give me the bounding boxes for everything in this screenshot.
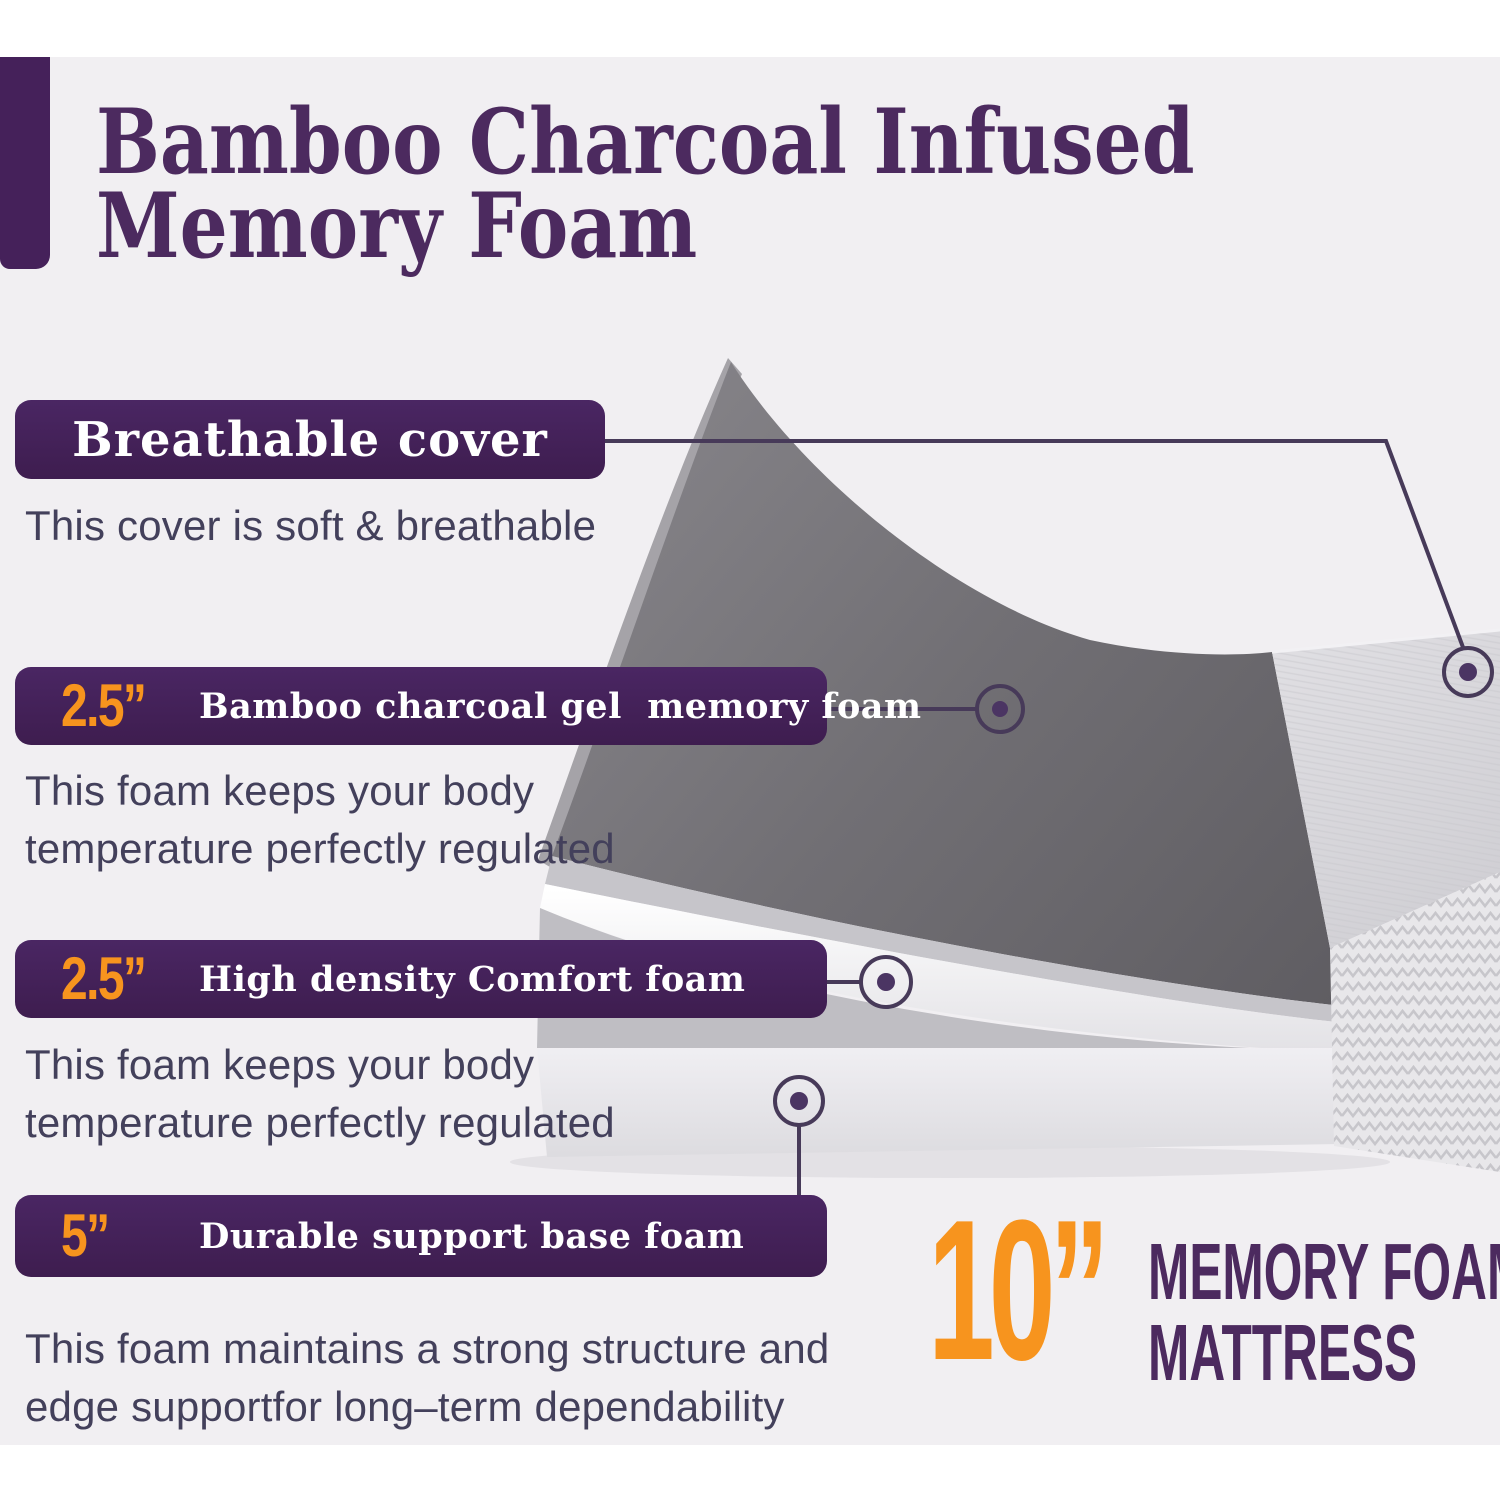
callout-label-base-foam: Durable support base foam xyxy=(199,1215,745,1257)
mattress-cover-front-texture xyxy=(1330,872,1500,1172)
mattress-cover-top-texture xyxy=(1272,630,1500,948)
callout-label-breathable-cover: Breathable cover xyxy=(72,411,548,468)
callout-box-memory-foam: 2.5” Bamboo charcoal gel memory foam xyxy=(15,667,921,745)
comfort-foam-layer xyxy=(540,884,1336,1052)
callout-marker-comfort-foam-icon xyxy=(859,955,913,1009)
callout-marker-memory-foam-icon xyxy=(975,684,1025,734)
page-title-line2: Memory Foam xyxy=(96,173,698,279)
callout-dot-memory-foam xyxy=(992,701,1008,717)
page-title: Bamboo Charcoal Infused Memory Foam xyxy=(96,89,1404,279)
product-size-badge: 10” MEMORY FOAM MATTRESS xyxy=(928,1179,1500,1402)
callout-label-memory-foam: Bamboo charcoal gel memory foam xyxy=(199,685,922,727)
badge-text-line1: MEMORY FOAM xyxy=(1148,1227,1500,1316)
callout-dot-base-foam xyxy=(790,1092,808,1110)
callout-marker-base-foam-icon xyxy=(773,1075,825,1127)
callout-box-comfort-foam: 2.5” High density Comfort foam xyxy=(15,940,827,1018)
callout-box-base-foam: 5” Durable support base foam xyxy=(15,1195,827,1277)
badge-size-number: 10” xyxy=(928,1179,1109,1402)
callout-size-base-foam: 5” xyxy=(61,1202,110,1269)
comfort-foam-top-face xyxy=(545,856,1336,1022)
callout-size-memory-foam: 2.5” xyxy=(61,672,147,739)
callout-line-cover xyxy=(605,439,1466,651)
callout-dot-cover xyxy=(1459,663,1477,681)
memory-foam-layer xyxy=(552,362,1334,1005)
badge-text: MEMORY FOAM MATTRESS xyxy=(1148,1231,1500,1393)
callout-label-comfort-foam: High density Comfort foam xyxy=(199,958,746,1000)
callout-marker-cover-icon xyxy=(1442,646,1494,698)
callout-desc-memory-foam: This foam keeps your body temperature pe… xyxy=(25,767,615,872)
callout-dot-comfort-foam xyxy=(877,973,895,991)
mattress-cover-edge-highlight xyxy=(1271,628,1500,654)
callout-size-comfort-foam: 2.5” xyxy=(61,945,147,1012)
callout-desc-base-foam: This foam maintains a strong structure a… xyxy=(25,1325,830,1430)
badge-text-line2: MATTRESS xyxy=(1148,1308,1418,1397)
page-title-line1: Bamboo Charcoal Infused xyxy=(96,89,1195,195)
callout-desc-breathable-cover: This cover is soft & breathable xyxy=(25,502,597,549)
accent-bar xyxy=(0,57,50,269)
callout-desc-comfort-foam: This foam keeps your body temperature pe… xyxy=(25,1041,615,1146)
base-foam-layer xyxy=(537,1048,1340,1157)
callout-box-breathable-cover: Breathable cover xyxy=(15,400,605,479)
